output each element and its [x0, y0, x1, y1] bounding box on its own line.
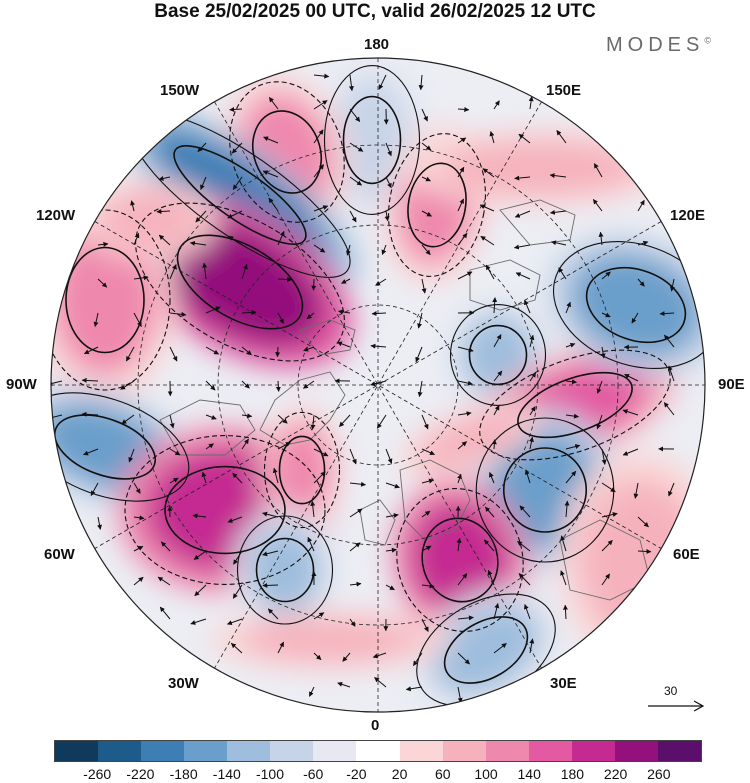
colorbar-tick-label: 100: [474, 766, 498, 782]
colorbar-bin: [485, 741, 529, 761]
colorbar-bin: [227, 741, 271, 761]
lon-label-120w: 120W: [36, 207, 76, 224]
colorbar-tick-label: 60: [435, 766, 451, 782]
lon-label-150e: 150E: [546, 82, 582, 99]
colorbar-bin: [528, 741, 572, 761]
colorbar-bin: [657, 741, 701, 761]
colorbar-bin: [313, 741, 357, 761]
colorbar-tick-label: -220: [126, 766, 155, 782]
lon-label-120e: 120E: [670, 207, 706, 224]
lon-label-30e: 30E: [550, 675, 577, 692]
reference-vector-arrow: [648, 700, 705, 712]
colorbar-tick-label: 180: [560, 766, 585, 782]
colorbar-tick-label: 220: [603, 766, 628, 782]
colorbar-tick-label: -140: [212, 766, 241, 782]
lon-label-180: 180: [364, 36, 390, 53]
colorbar-tick-label: 260: [647, 766, 671, 782]
brand-logo: MODES©: [606, 34, 711, 56]
colorbar-tick-label: 20: [391, 766, 408, 782]
colorbar-tick-label: -260: [83, 766, 112, 782]
colorbar-bin: [98, 741, 142, 761]
colorbar: [54, 740, 702, 762]
colorbar-tick-label: 140: [517, 766, 541, 782]
lon-label-60e: 60E: [673, 546, 700, 563]
lon-label-90w: 90W: [6, 376, 37, 393]
colorbar-bin: [141, 741, 185, 761]
polar-map: [50, 57, 706, 713]
colorbar-bin: [442, 741, 486, 761]
colorbar-tick-label: -20: [346, 766, 367, 782]
colorbar-tick-label: -100: [255, 766, 285, 782]
lon-label-150w: 150W: [160, 82, 200, 99]
colorbar-bin: [399, 741, 443, 761]
colorbar-bin: [356, 741, 400, 761]
lon-label-30w: 30W: [168, 675, 199, 692]
colorbar-bin: [55, 741, 99, 761]
colorbar-tick-label: -60: [303, 766, 324, 782]
colorbar-bin: [571, 741, 615, 761]
colorbar-bin: [270, 741, 314, 761]
graticule: [51, 58, 705, 712]
colorbar-ticks: -260 -220 -180 -140 -100 -60 -20 20 60 100 140 180 2…: [54, 766, 702, 783]
map-title: Base 25/02/2025 00 UTC, valid 26/02/2025…: [154, 1, 596, 22]
lon-label-60w: 60W: [44, 546, 75, 563]
colorbar-bin: [184, 741, 228, 761]
wind-vectors: [51, 73, 675, 703]
map-border: [50, 57, 706, 713]
colorbar-bin: [614, 741, 658, 761]
lon-label-0: 0: [371, 717, 380, 734]
reference-vector-label: 30: [664, 684, 678, 698]
lon-label-90e: 90E: [718, 376, 745, 393]
colorbar-tick-label: -180: [169, 766, 198, 782]
